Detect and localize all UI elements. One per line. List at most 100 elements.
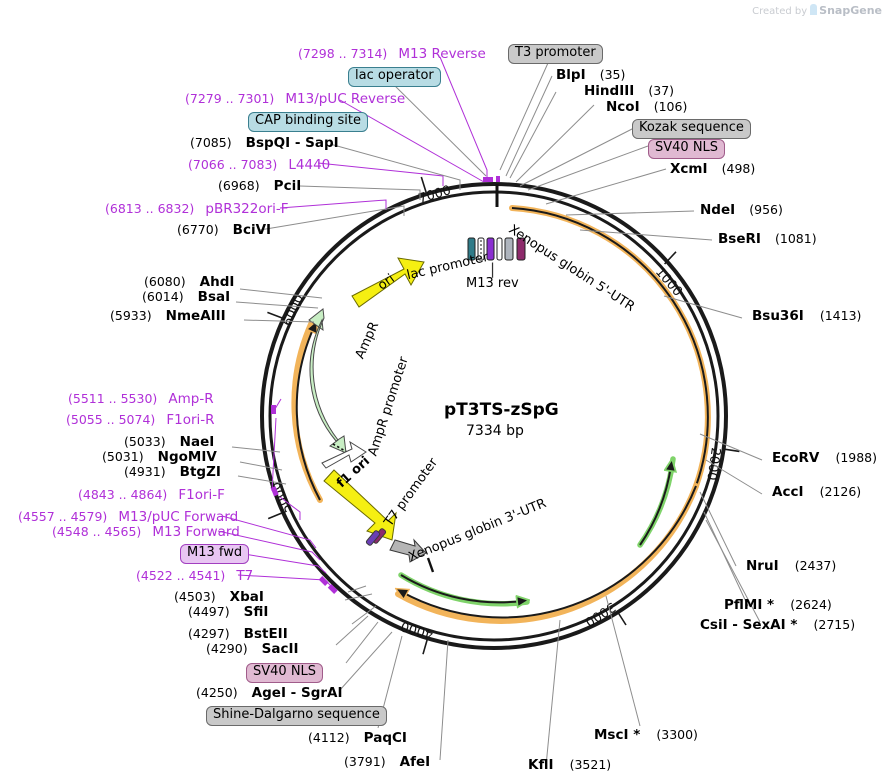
svg-text:7000: 7000	[417, 183, 453, 207]
label-range: (7066 .. 7083)	[188, 157, 278, 172]
enzyme-name: Bsu36I	[752, 308, 804, 324]
label-ncoi: NcoI (106)	[606, 98, 687, 115]
enzyme-position: (2715)	[813, 617, 856, 632]
enzyme-position: (6968)	[218, 178, 260, 193]
label-pflmi: PflMI * (2624)	[724, 596, 832, 613]
label-kfli: KflI (3521)	[528, 756, 611, 773]
enzyme-position: (498)	[721, 161, 756, 176]
label-name: T7	[236, 568, 254, 584]
enzyme-position: (5933)	[110, 308, 152, 323]
label-cap-binding-site: CAP binding site	[248, 111, 369, 132]
enzyme-name: AgeI - SgrAI	[251, 685, 343, 701]
feature-separator: |	[490, 260, 496, 278]
plasmid-size: 7334 bp	[466, 423, 524, 439]
label-paqci: (4112) PaqCI	[308, 729, 407, 746]
enzyme-position: (6770)	[177, 222, 219, 237]
label-acci: AccI (2126)	[772, 483, 861, 500]
enzyme-name: BtgZI	[179, 464, 221, 480]
label-afei: (3791) AfeI	[344, 753, 430, 770]
label-xbai: (4503) XbaI	[174, 588, 264, 605]
enzyme-name: PaqCI	[363, 730, 407, 746]
label-btgzi: (4931) BtgZI	[124, 463, 221, 480]
feature-ampr-promoter	[321, 440, 367, 469]
label-bseri: BseRI (1081)	[718, 230, 817, 247]
label-ecorv: EcoRV (1988)	[772, 449, 877, 466]
label-pcii: (6968) PciI	[218, 177, 301, 194]
label-sfii: (4497) SfiI	[188, 603, 268, 620]
chip-label: SV40 NLS	[648, 139, 726, 159]
feature-globin-3utr	[365, 528, 435, 573]
chip-label: SV40 NLS	[246, 663, 324, 683]
enzyme-name: MscI *	[594, 727, 641, 743]
label-nrui: NruI (2437)	[746, 557, 836, 574]
label-range: (4548 .. 4565)	[52, 524, 142, 539]
label-m13-fwd: M13 fwd	[180, 543, 250, 564]
chip-label: T3 promoter	[508, 44, 603, 64]
label-name: M13/pUC Reverse	[285, 91, 406, 107]
enzyme-name: AhdI	[199, 274, 235, 290]
enzyme-position: (3300)	[656, 727, 698, 742]
enzyme-position: (5031)	[102, 449, 144, 464]
label-ngomiv: (5031) NgoMIV	[102, 448, 217, 465]
enzyme-name: SfiI	[243, 604, 269, 620]
chip-label: Shine-Dalgarno sequence	[206, 706, 387, 726]
label-csii-sexai: CsiI - SexAI * (2715)	[700, 616, 855, 633]
enzyme-name: AccI	[772, 484, 804, 500]
enzyme-name: XcmI	[670, 161, 708, 177]
enzyme-position: (4250)	[196, 685, 238, 700]
enzyme-position: (7085)	[190, 135, 232, 150]
svg-text:6000: 6000	[280, 292, 307, 328]
enzyme-position: (37)	[648, 83, 675, 98]
chip-label: M13 fwd	[180, 544, 250, 564]
enzyme-name: BseRI	[718, 231, 761, 247]
label-m13-puc-reverse: (7279 .. 7301) M13/pUC Reverse	[185, 90, 405, 107]
enzyme-name: EcoRV	[772, 450, 820, 466]
chip-label: lac operator	[348, 67, 441, 87]
label-range: (6813 .. 6832)	[105, 201, 195, 216]
enzyme-name: NcoI	[606, 99, 640, 115]
enzyme-name: NaeI	[179, 434, 215, 450]
enzyme-name: AfeI	[399, 754, 431, 770]
enzyme-name: SacII	[261, 641, 299, 657]
enzyme-name: NgoMIV	[157, 449, 217, 465]
enzyme-name: XbaI	[229, 589, 264, 605]
label-name: M13 Reverse	[398, 46, 486, 62]
label-range: (4557 .. 4579)	[18, 509, 108, 524]
enzyme-position: (6014)	[142, 289, 184, 304]
enzyme-name: NruI	[746, 558, 779, 574]
label-pbr322ori-f: (6813 .. 6832) pBR322ori-F	[105, 200, 289, 217]
enzyme-name: KflI	[528, 757, 554, 773]
label-f1ori-r: (5055 .. 5074) F1ori-R	[66, 411, 215, 428]
label-name: F1ori-F	[178, 487, 225, 503]
enzyme-position: (956)	[749, 202, 783, 217]
enzyme-name: BstEII	[243, 626, 288, 642]
feature-label-m13-rev: M13 rev	[466, 276, 519, 291]
enzyme-position: (35)	[599, 67, 626, 82]
label-bstell: (4297) BstEII	[188, 625, 288, 642]
label-naei: (5033) NaeI	[124, 433, 214, 450]
label-ndei: NdeI (956)	[700, 201, 783, 218]
transcript-arcs	[291, 205, 711, 624]
enzyme-name: CsiI - SexAI *	[700, 617, 798, 633]
label-range: (7298 .. 7314)	[298, 46, 388, 61]
label-xcmi: XcmI (498)	[670, 160, 755, 177]
label-name: pBR322ori-F	[205, 201, 289, 217]
ruler-ticks	[267, 176, 740, 655]
label-msci: MscI * (3300)	[594, 726, 698, 743]
label-name: M13/pUC Forward	[118, 509, 239, 525]
snapgene-logo-icon	[810, 4, 818, 15]
enzyme-name: BlpI	[556, 67, 586, 83]
enzyme-position: (4112)	[308, 730, 350, 745]
label-f1ori-f: (4843 .. 4864) F1ori-F	[78, 486, 225, 503]
enzyme-position: (3791)	[344, 754, 386, 769]
label-nmeaiii: (5933) NmeAIII	[110, 307, 226, 324]
enzyme-position: (4290)	[206, 641, 248, 656]
plasmid-backbone	[260, 182, 728, 650]
enzyme-name: PciI	[273, 178, 302, 194]
label-sv40-nls-bottom: SV40 NLS	[246, 662, 324, 683]
label-name: Amp-R	[168, 391, 214, 407]
enzyme-position: (4297)	[188, 626, 230, 641]
enzyme-name: PflMI *	[724, 597, 775, 613]
label-hindiii: HindIII (37)	[584, 82, 674, 99]
